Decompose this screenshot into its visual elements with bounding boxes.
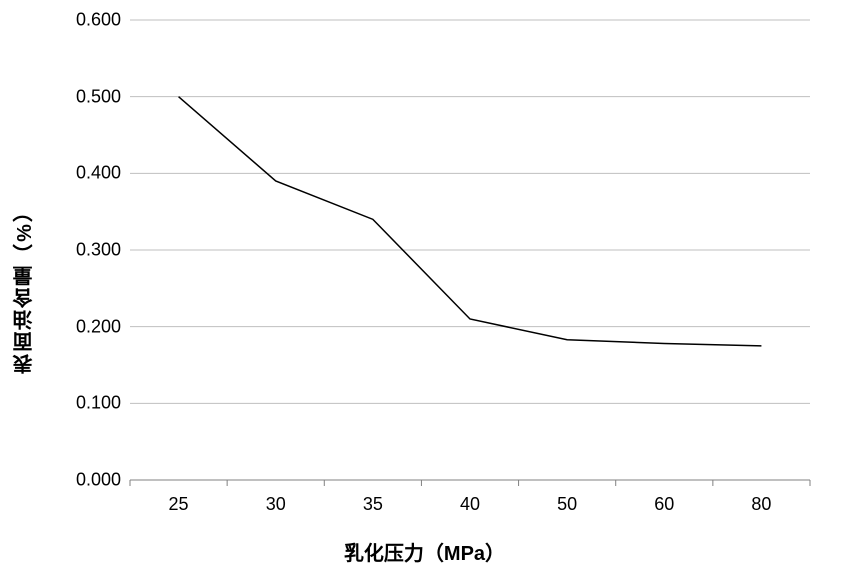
x-tick-label: 30 — [266, 494, 286, 515]
y-axis-title: 表面油含量（%） — [10, 200, 39, 374]
y-tick-label: 0.300 — [76, 240, 121, 261]
line-chart-svg — [130, 20, 810, 480]
x-tick-label: 60 — [654, 494, 674, 515]
y-tick-label: 0.100 — [76, 393, 121, 414]
x-tick-label: 25 — [169, 494, 189, 515]
y-tick-label: 0.200 — [76, 316, 121, 337]
x-tick-label: 40 — [460, 494, 480, 515]
y-tick-label: 0.000 — [76, 470, 121, 491]
y-tick-label: 0.500 — [76, 86, 121, 107]
y-tick-label: 0.400 — [76, 163, 121, 184]
x-tick-label: 35 — [363, 494, 383, 515]
chart-container: 表面油含量（%） 乳化压力（MPa） 0.000 0.100 0.200 0.300 0… — [0, 0, 849, 574]
plot-area — [130, 20, 810, 480]
data-line — [179, 97, 762, 346]
y-tick-label: 0.600 — [76, 10, 121, 31]
x-tick-label: 80 — [751, 494, 771, 515]
x-tick-label: 50 — [557, 494, 577, 515]
x-axis-title: 乳化压力（MPa） — [344, 537, 505, 566]
